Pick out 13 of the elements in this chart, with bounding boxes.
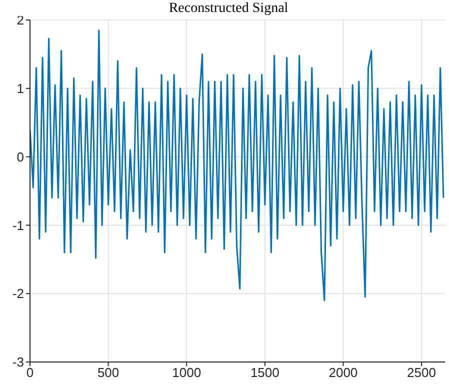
x-tick-label: 500 [97,365,120,380]
y-tick-label: -1 [12,218,24,233]
x-tick-label: 2000 [328,365,358,380]
x-tick-label: 0 [26,365,34,380]
x-tick-label: 1000 [172,365,202,380]
line-series [30,30,444,302]
y-tick-label: 0 [16,149,24,164]
y-tick-label: -3 [12,354,24,370]
chart-title: Reconstructed Signal [168,1,288,16]
y-tick-label: 1 [16,81,24,96]
x-tick-label: 2500 [407,365,436,380]
y-tick-label: -2 [12,286,24,302]
x-tick-label: 1500 [250,365,280,380]
